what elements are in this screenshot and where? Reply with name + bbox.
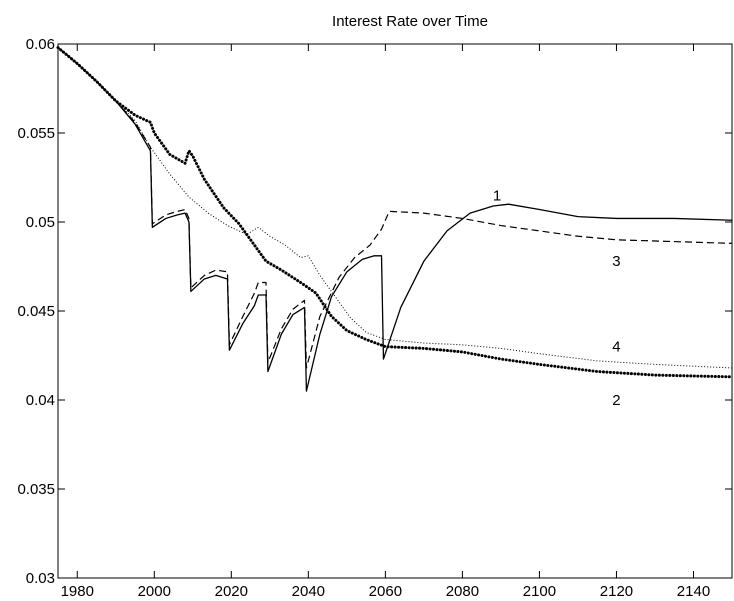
x-tick-label: 2140 <box>677 583 710 600</box>
x-tick-label: 2040 <box>292 583 325 600</box>
chart-title: Interest Rate over Time <box>332 13 488 30</box>
axis-ticks: 1980 2000 2020 2040 2060 2080 2100 2120 2140 0.03… <box>17 36 732 600</box>
y-tick-label: 0.035 <box>17 481 55 498</box>
series-line-4 <box>57 47 733 369</box>
x-tick-label: 2000 <box>138 583 171 600</box>
x-tick-label: 2120 <box>600 583 633 600</box>
y-tick-label: 0.05 <box>26 214 55 231</box>
x-tick-label: 2020 <box>215 583 248 600</box>
y-tick-label: 0.04 <box>26 392 55 409</box>
series-layer <box>56 46 734 392</box>
series-line-3 <box>57 47 733 369</box>
y-tick-label: 0.06 <box>26 36 55 53</box>
annotations-layer: 1 3 4 2 <box>493 187 621 409</box>
y-tick-label: 0.055 <box>17 125 55 142</box>
series-line-2 <box>56 46 734 379</box>
x-tick-label: 2080 <box>446 583 479 600</box>
x-tick-label: 1980 <box>61 583 94 600</box>
series-label: 4 <box>612 339 620 356</box>
plot-frame <box>57 43 733 579</box>
y-tick-label: 0.03 <box>26 570 55 587</box>
series-label: 2 <box>612 392 620 409</box>
series-label: 3 <box>612 253 620 270</box>
x-tick-label: 2060 <box>369 583 402 600</box>
series-label: 1 <box>493 187 501 204</box>
y-tick-label: 0.045 <box>17 303 55 320</box>
series-line-1 <box>57 47 733 392</box>
x-tick-label: 2100 <box>523 583 556 600</box>
